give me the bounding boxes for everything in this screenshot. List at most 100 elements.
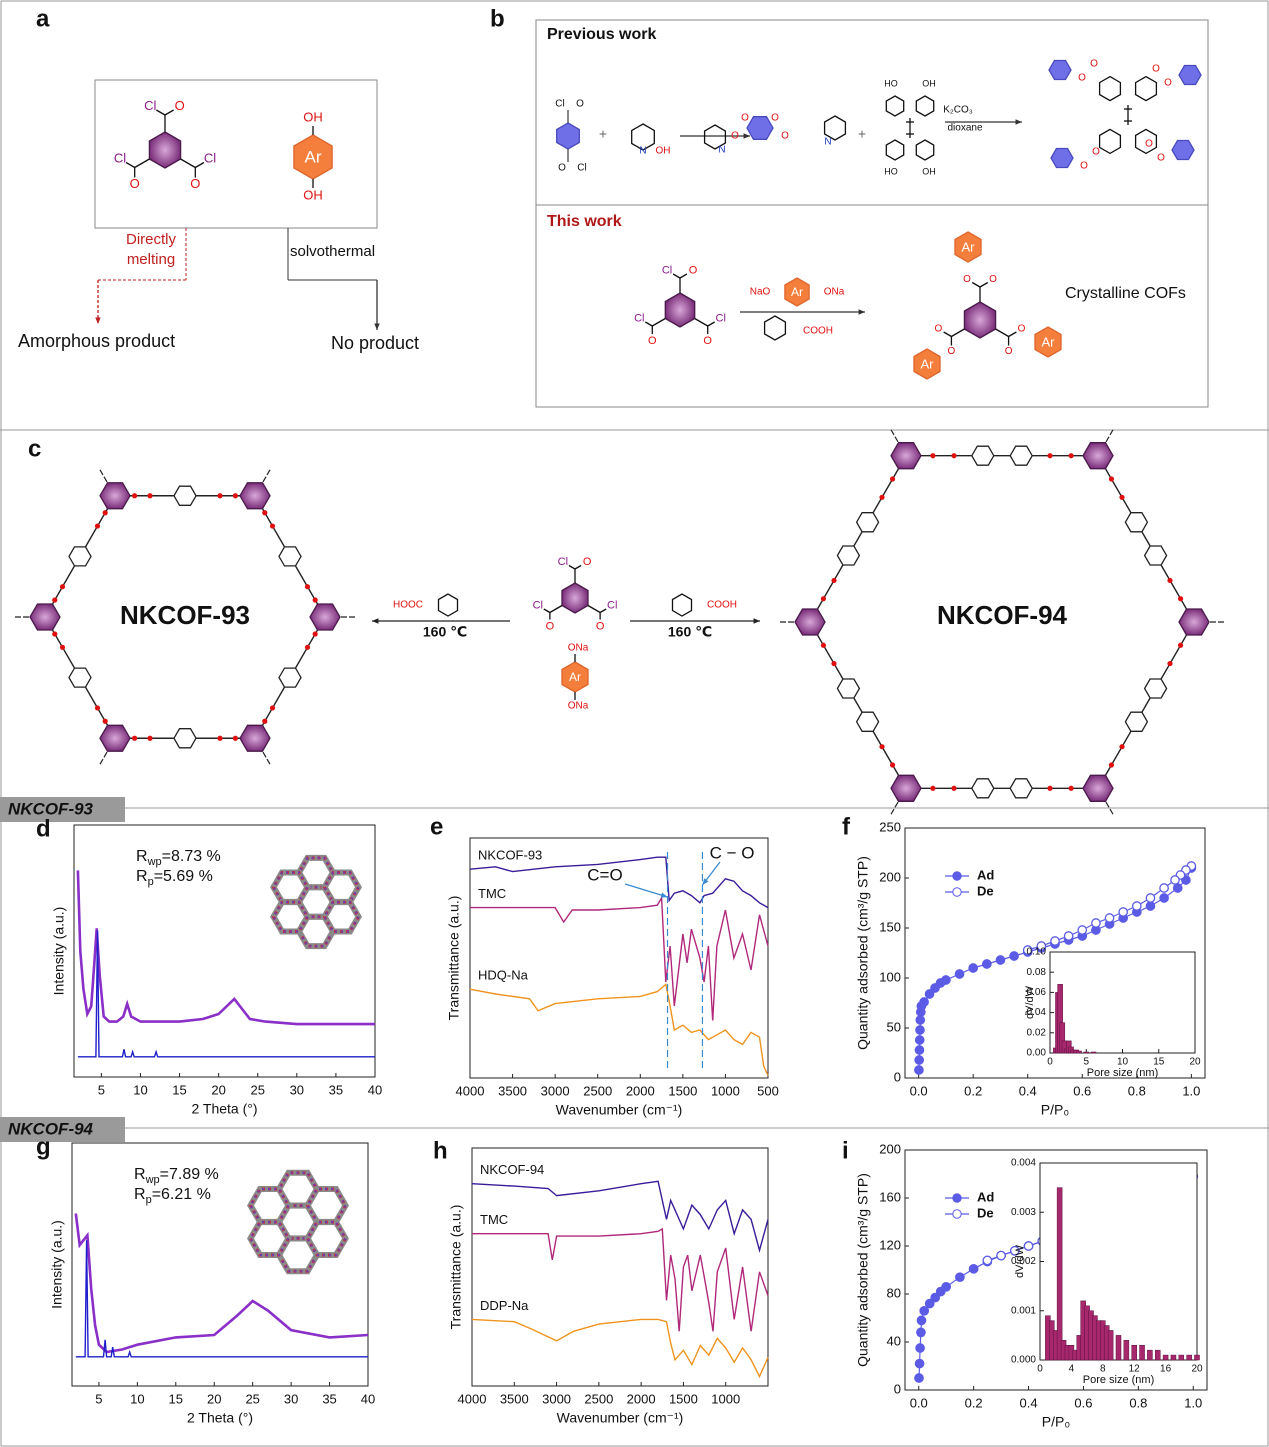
panel-a-box: [94, 79, 378, 229]
ring: [1098, 128, 1122, 155]
ring: [437, 593, 459, 617]
atom-label: ONa: [568, 643, 589, 654]
plot-frame: [471, 1147, 769, 1387]
data-point: [914, 1045, 925, 1055]
atom-label: Cl: [555, 99, 564, 110]
atom-label: O: [689, 264, 698, 276]
bond: [1008, 331, 1017, 338]
banner: [0, 797, 125, 822]
ring: [1143, 545, 1168, 566]
series-label: NKCOF-94: [480, 1162, 544, 1177]
reagent: dioxane: [947, 123, 982, 134]
panel-letter: h: [433, 1137, 448, 1164]
ring: [971, 445, 995, 466]
panel-letter: c: [28, 435, 41, 462]
x-tick-label: 3500: [500, 1391, 529, 1406]
oxygen: [1167, 660, 1173, 667]
data-point: [916, 1315, 927, 1326]
panel-letter: g: [36, 1133, 51, 1160]
data-point: [924, 989, 935, 999]
ring: [631, 123, 655, 151]
plot-frame: [904, 827, 1206, 1079]
x-tick-label: 4000: [458, 1391, 487, 1406]
x-tick-label: 5: [98, 1082, 105, 1097]
ring: [763, 315, 787, 341]
ring: [148, 131, 182, 169]
data-point: [915, 1025, 925, 1035]
atom-label: COOH: [707, 600, 737, 611]
data-point: [1063, 931, 1074, 941]
x-axis-label: Wavenumber (cm⁻¹): [556, 1102, 683, 1118]
bond: [156, 109, 166, 116]
y-tick-label: 120: [879, 1237, 901, 1252]
data-point: [968, 963, 979, 973]
ring: [703, 124, 727, 150]
series-line: [471, 1318, 769, 1379]
bar: [1162, 1354, 1169, 1361]
x-tick-label: 0.8: [1128, 1083, 1146, 1098]
atom-label: O: [703, 335, 712, 347]
y-axis-label: Quantity adsorbed (cm³/g STP): [855, 856, 871, 1050]
bar: [1139, 1344, 1145, 1361]
atom-label: O: [1152, 64, 1160, 75]
x-tick-label: 20: [211, 1082, 225, 1097]
ring: [1034, 326, 1062, 358]
y-tick-label: 200: [879, 869, 901, 884]
data-point: [941, 975, 951, 985]
oxygen: [951, 785, 957, 791]
bond: [1097, 621, 1195, 789]
data-point: [914, 1055, 925, 1065]
x-tick-label: 3000: [541, 1083, 570, 1098]
y-tick-label: 0.004: [1011, 1158, 1036, 1169]
arrow-head: [660, 892, 668, 898]
bar: [1123, 1340, 1130, 1361]
plot-frame: [469, 837, 769, 1079]
oxygen: [831, 660, 837, 667]
plot-frame: [71, 1142, 369, 1387]
ring-label: Ar: [1042, 334, 1056, 349]
atom-label: O: [771, 113, 779, 124]
x-tick-label: 0.4: [1020, 1395, 1038, 1410]
bond: [1097, 455, 1195, 623]
data-point: [1131, 901, 1142, 911]
atom-label: O: [1092, 147, 1100, 158]
y-axis-label: Transmittance (a.u.): [446, 896, 462, 1021]
ring: [99, 482, 131, 510]
y-tick-label: 0: [894, 1381, 901, 1396]
oxygen: [879, 494, 885, 500]
ring: [29, 603, 61, 631]
bar: [1147, 1349, 1153, 1361]
series-line: [75, 1240, 368, 1358]
x-tick-label: 1500: [669, 1391, 698, 1406]
x-tick-label: 10: [1117, 1057, 1129, 1068]
atom-label: O: [546, 620, 555, 632]
ring: [99, 724, 131, 752]
ring-label: Ar: [921, 356, 935, 371]
oxygen: [262, 718, 268, 724]
oxygen: [94, 705, 101, 711]
x-tick-label: 25: [245, 1391, 259, 1406]
plot-frame: [73, 824, 376, 1078]
series-line: [472, 1227, 769, 1332]
bond: [979, 281, 989, 288]
x-tick-label: 0: [1037, 1364, 1043, 1375]
arrow-head: [753, 618, 760, 624]
panel-letter: a: [36, 5, 50, 32]
panel-letter: e: [430, 813, 443, 840]
oxygen: [102, 510, 108, 516]
bar: [1107, 1330, 1114, 1361]
ring: [173, 485, 197, 506]
y-axis-label: dV/dW: [1024, 985, 1036, 1019]
oxygen: [879, 744, 885, 750]
bond: [694, 317, 709, 327]
bar: [1170, 1354, 1177, 1361]
product-label: No product: [331, 333, 419, 353]
ring: [278, 546, 302, 567]
data-point: [1077, 925, 1088, 935]
atom-label: Cl: [716, 312, 726, 324]
atom-label: Cl: [607, 599, 617, 611]
x-tick-label: 0.8: [1129, 1395, 1147, 1410]
x-tick-label: 2500: [584, 1391, 613, 1406]
bond: [995, 328, 1009, 338]
ring-label: Ar: [962, 239, 976, 254]
